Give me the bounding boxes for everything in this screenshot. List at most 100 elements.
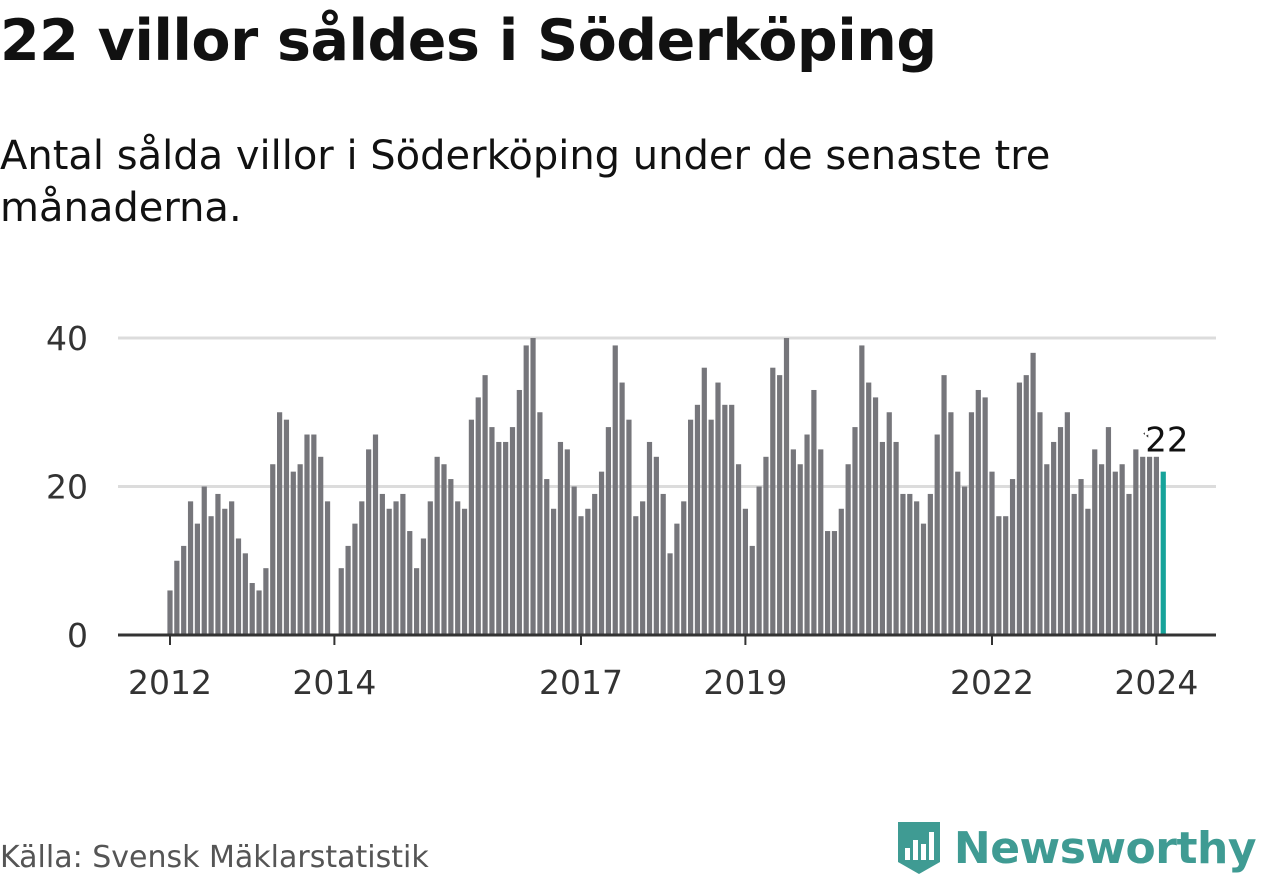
bar <box>386 508 392 635</box>
bar <box>304 434 310 635</box>
bar <box>1133 449 1139 636</box>
bar <box>852 427 858 635</box>
annotation-layer: 22 <box>1142 418 1191 464</box>
bar <box>277 412 283 635</box>
bar <box>845 464 851 635</box>
bar <box>886 412 892 635</box>
x-tick-label: 2017 <box>539 663 623 702</box>
axis-layer: 0 20 40 2012 2014 2017 2019 2022 2024 <box>46 319 1216 702</box>
bar <box>777 375 783 636</box>
bar <box>955 471 961 635</box>
bar <box>1078 479 1084 635</box>
bar <box>660 493 666 635</box>
chart-subtitle: Antal sålda villor i Söderköping under d… <box>0 133 1051 231</box>
bar <box>1016 382 1022 635</box>
bar <box>311 434 317 635</box>
bar-highlight <box>1160 471 1166 635</box>
bar <box>688 419 694 635</box>
bar <box>441 464 447 635</box>
bar <box>194 523 200 636</box>
bar <box>379 493 385 635</box>
chart-title: 22 villor såldes i Söderköping <box>0 8 937 74</box>
bar <box>1092 449 1098 636</box>
bar <box>297 464 303 635</box>
bar <box>701 367 707 635</box>
bar <box>544 479 550 635</box>
source-note: Källa: Svensk Mäklarstatistik <box>0 840 429 875</box>
bar <box>674 523 680 636</box>
bar <box>1085 508 1091 635</box>
x-tick-label: 2019 <box>703 663 787 702</box>
bar <box>612 345 618 635</box>
bar <box>1009 479 1016 635</box>
bar <box>345 545 351 635</box>
bar <box>626 419 632 635</box>
bar <box>914 501 920 635</box>
bar <box>187 501 194 635</box>
bar <box>1023 375 1029 636</box>
newsworthy-logo-icon <box>897 822 940 874</box>
bar <box>414 568 420 635</box>
bar <box>222 508 228 635</box>
bar <box>215 493 221 635</box>
bar <box>756 486 762 635</box>
bar <box>948 412 954 635</box>
bar <box>804 434 810 635</box>
bar <box>372 434 379 635</box>
bar <box>503 441 509 635</box>
bar <box>646 441 653 635</box>
bar <box>982 397 988 635</box>
bar <box>249 583 255 635</box>
bar <box>1146 456 1153 635</box>
bar <box>201 486 207 635</box>
bar <box>1064 412 1070 635</box>
bar <box>489 427 495 635</box>
bar <box>1030 352 1036 635</box>
bar <box>989 471 995 635</box>
bar <box>1037 412 1043 635</box>
bar <box>564 449 570 636</box>
bar <box>735 464 742 635</box>
bar <box>605 427 611 635</box>
bar <box>729 404 735 635</box>
bar <box>1105 427 1112 635</box>
bar <box>1057 427 1064 635</box>
bar <box>640 501 646 635</box>
x-tick-label: 2022 <box>950 663 1034 702</box>
brand-logo[interactable]: Newsworthy <box>894 818 1257 878</box>
bar <box>256 590 262 635</box>
annotation-pointer <box>1143 429 1149 438</box>
bar <box>181 545 187 635</box>
bar <box>270 464 276 635</box>
bar <box>468 419 474 635</box>
bar <box>352 523 358 636</box>
bar <box>1112 471 1118 635</box>
bar-chart: 0 20 40 2012 2014 2017 2019 2022 2024 22 <box>46 319 1216 702</box>
bar <box>455 501 461 635</box>
bar <box>619 382 625 635</box>
bar <box>283 419 290 635</box>
bar <box>523 345 529 635</box>
bar <box>585 508 591 635</box>
brand-name: Newsworthy <box>953 822 1257 874</box>
bar <box>393 501 399 635</box>
bar <box>338 568 344 635</box>
bar <box>1119 464 1125 635</box>
bar <box>482 375 488 636</box>
bar <box>694 404 701 635</box>
bar <box>1153 456 1159 635</box>
bar <box>571 486 577 635</box>
bar <box>1044 464 1050 635</box>
bar <box>461 508 468 635</box>
bar <box>400 493 406 635</box>
bar <box>1126 493 1132 635</box>
bar <box>229 501 235 635</box>
bar <box>941 375 947 636</box>
annotation-label: 22 <box>1145 421 1188 461</box>
y-tick-label: 20 <box>46 468 88 507</box>
bar <box>893 441 899 635</box>
bar <box>708 419 714 635</box>
bar <box>667 553 673 635</box>
bar <box>811 389 817 635</box>
bar <box>633 516 639 635</box>
